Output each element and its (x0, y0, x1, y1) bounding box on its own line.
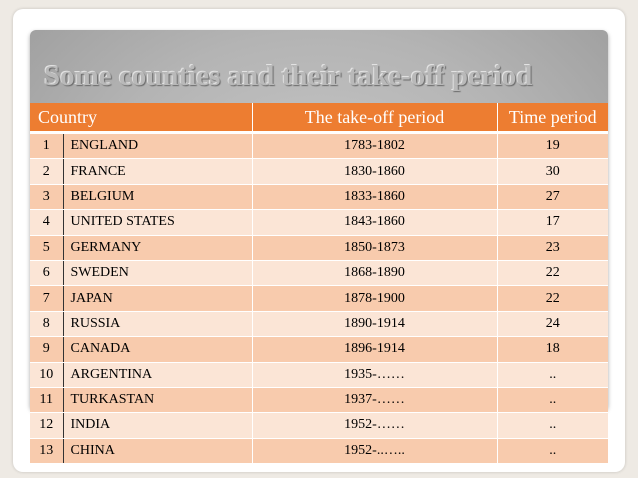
country-cell: RUSSIA (63, 311, 253, 338)
takeoff-period-cell: 1952-…… (252, 412, 498, 439)
time-period-cell: 22 (497, 260, 609, 287)
takeoff-period-cell: 1935-…… (252, 362, 498, 388)
table-row: 3 BELGIUM 1833-1860 27 (30, 184, 609, 211)
time-period-cell: .. (497, 412, 609, 439)
row-number: 10 (30, 362, 64, 388)
country-cell: SWEDEN (63, 260, 253, 287)
row-number: 12 (30, 412, 64, 439)
takeoff-period-cell: 1896-1914 (252, 336, 498, 363)
row-number: 6 (30, 260, 64, 287)
takeoff-period-cell: 1843-1860 (252, 209, 498, 236)
table-row: 8 RUSSIA 1890-1914 24 (30, 311, 609, 338)
row-number: 8 (30, 311, 64, 338)
country-cell: JAPAN (63, 285, 253, 312)
table-row: 11 TURKASTAN 1937-…… .. (30, 387, 609, 414)
row-number: 1 (30, 132, 64, 160)
table-row: 2 FRANCE 1830-1860 30 (30, 158, 609, 185)
time-period-cell: 19 (497, 132, 609, 160)
country-cell: FRANCE (63, 158, 253, 185)
row-number: 4 (30, 209, 64, 236)
row-number: 7 (30, 285, 64, 312)
time-period-cell: 17 (497, 209, 609, 236)
table-row: 7 JAPAN 1878-1900 22 (30, 285, 609, 312)
time-period-cell: 24 (497, 311, 609, 338)
time-period-cell: .. (497, 387, 609, 414)
row-number: 2 (30, 158, 64, 185)
country-cell: UNITED STATES (63, 209, 253, 236)
time-period-cell: 23 (497, 235, 609, 261)
table-row: 10 ARGENTINA 1935-…… .. (30, 362, 609, 388)
country-cell: CANADA (63, 336, 253, 363)
table-row: 5 GERMANY 1850-1873 23 (30, 235, 609, 261)
time-period-cell: .. (497, 438, 609, 465)
country-cell: CHINA (63, 438, 253, 465)
takeoff-period-cell: 1937-…… (252, 387, 498, 414)
country-cell: INDIA (63, 412, 253, 439)
country-cell: TURKASTAN (63, 387, 253, 414)
country-cell: BELGIUM (63, 184, 253, 211)
row-number: 3 (30, 184, 64, 211)
table-row: 12 INDIA 1952-…… .. (30, 412, 609, 439)
row-number: 5 (30, 235, 64, 261)
table-row: 1 ENGLAND 1783-1802 19 (30, 132, 609, 160)
takeoff-period-cell: 1952-..….. (252, 438, 498, 465)
takeoff-period-cell: 1878-1900 (252, 285, 498, 312)
row-number: 9 (30, 336, 64, 363)
row-number: 13 (30, 438, 64, 465)
time-period-cell: .. (497, 362, 609, 388)
slide-title: Some counties and their take-off period (44, 60, 533, 92)
country-cell: GERMANY (63, 235, 253, 261)
header-time-period: Time period (497, 103, 609, 134)
time-period-cell: 18 (497, 336, 609, 363)
row-number: 11 (30, 387, 64, 414)
header-takeoff-period: The take-off period (252, 103, 498, 134)
takeoff-period-cell: 1868-1890 (252, 260, 498, 287)
time-period-cell: 22 (497, 285, 609, 312)
takeoff-period-cell: 1833-1860 (252, 184, 498, 211)
table-row: 9 CANADA 1896-1914 18 (30, 336, 609, 363)
takeoff-period-cell: 1850-1873 (252, 235, 498, 261)
takeoff-period-cell: 1830-1860 (252, 158, 498, 185)
table-row: 4 UNITED STATES 1843-1860 17 (30, 209, 609, 236)
header-country: Country (30, 103, 253, 134)
country-cell: ENGLAND (63, 132, 253, 160)
time-period-cell: 27 (497, 184, 609, 211)
country-cell: ARGENTINA (63, 362, 253, 388)
takeoff-table: Country The take-off period Time period … (30, 103, 609, 465)
table-row: 13 CHINA 1952-..….. .. (30, 438, 609, 465)
takeoff-period-cell: 1890-1914 (252, 311, 498, 338)
time-period-cell: 30 (497, 158, 609, 185)
table-header-row: Country The take-off period Time period (30, 103, 609, 134)
table-row: 6 SWEDEN 1868-1890 22 (30, 260, 609, 287)
takeoff-period-cell: 1783-1802 (252, 132, 498, 160)
